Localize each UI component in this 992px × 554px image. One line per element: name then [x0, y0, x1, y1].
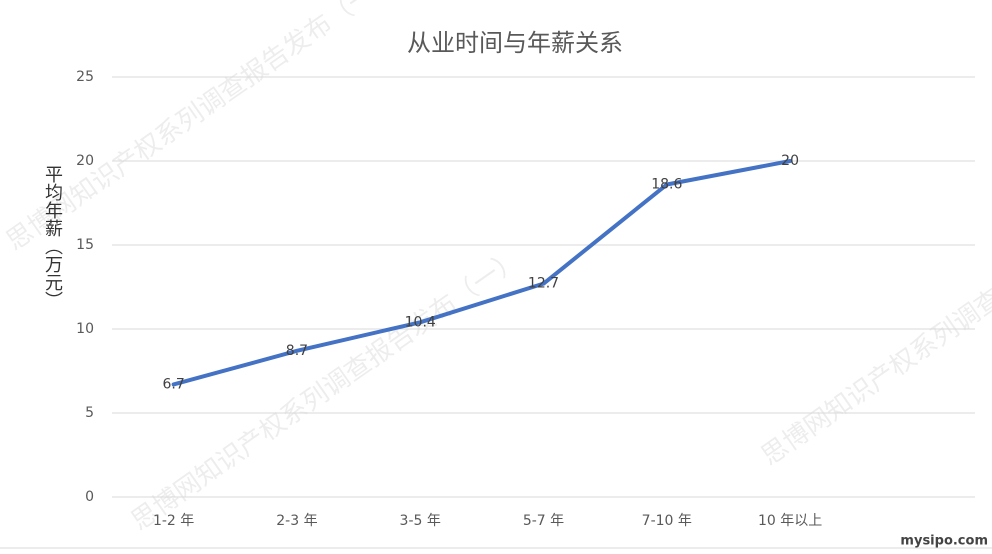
x-tick-label: 2-3 年 [276, 513, 317, 529]
watermark: 思博网知识产权系列调查报告发布（一） [126, 244, 527, 537]
chart-title: 从业时间与年薪关系 [407, 29, 623, 57]
data-label: 6.7 [163, 376, 185, 392]
x-tick-label: 10 年以上 [758, 513, 822, 529]
y-tick-label: 0 [85, 489, 94, 505]
y-tick-label: 10 [76, 321, 94, 337]
y-tick-label: 20 [76, 153, 94, 169]
data-label: 12.7 [528, 276, 559, 292]
x-tick-label: 7-10 年 [642, 513, 692, 529]
data-label: 20 [781, 153, 799, 169]
data-label: 8.7 [286, 343, 308, 359]
y-tick-label: 15 [76, 237, 94, 253]
y-tick-label: 25 [76, 69, 94, 85]
source: mysipo.com [900, 534, 988, 549]
watermark: 思博网知识产权系列调查报告发布（一） [1, 0, 402, 257]
watermark: 思博网知识产权系列调查报告发布（一） [756, 179, 992, 472]
x-tick-label: 3-5 年 [400, 513, 441, 529]
x-tick-label: 1-2 年 [153, 513, 194, 529]
data-label: 10.4 [405, 314, 436, 330]
x-tick-label: 5-7 年 [523, 513, 564, 529]
y-axis-label: 平均年薪（万元） [42, 165, 63, 309]
data-label: 18.6 [651, 177, 682, 193]
y-tick-label: 5 [85, 405, 94, 421]
line [171, 159, 793, 387]
